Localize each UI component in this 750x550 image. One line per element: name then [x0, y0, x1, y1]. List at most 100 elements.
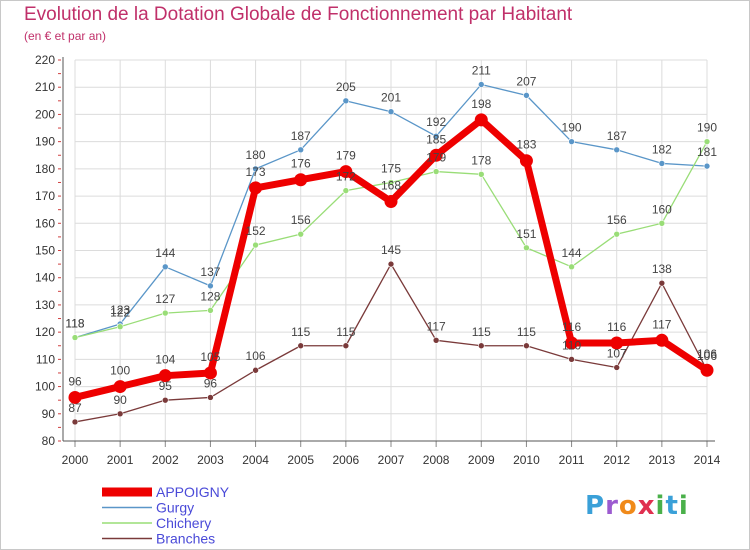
data-point-appoigny: [113, 380, 127, 394]
y-tick-label: 130: [35, 298, 55, 312]
data-label: 106: [246, 349, 266, 363]
x-tick-label: 2013: [649, 453, 676, 467]
data-label: 205: [336, 80, 356, 94]
data-point-appoigny: [610, 336, 624, 350]
data-label: 168: [381, 179, 401, 193]
legend-label-chichery: Chichery: [156, 515, 211, 531]
data-label: 185: [426, 132, 446, 146]
data-label: 105: [200, 350, 220, 364]
data-point-appoigny: [203, 366, 217, 380]
data-label: 127: [155, 292, 175, 306]
data-point-gurgy: [252, 165, 259, 173]
y-tick-label: 180: [35, 162, 55, 176]
data-label: 118: [65, 317, 84, 331]
data-label: 179: [336, 149, 356, 163]
y-tick-label: 210: [35, 80, 55, 94]
proxiti-logo: Proxiti: [585, 491, 689, 521]
data-point-appoigny: [294, 173, 308, 187]
data-point-chichery: [658, 219, 666, 227]
data-label: 90: [113, 393, 127, 407]
x-tick-label: 2010: [513, 453, 540, 467]
data-label: 128: [200, 289, 220, 303]
data-label: 156: [607, 213, 627, 227]
data-label: 156: [291, 213, 311, 227]
data-label: 173: [246, 165, 266, 179]
data-label: 115: [291, 325, 310, 339]
data-labels: 96 100 104 105 173 176 179 168 185 198 183 116 116 11…: [65, 63, 717, 414]
y-tick-label: 190: [35, 135, 55, 149]
data-label: 106: [697, 349, 717, 363]
data-label: 115: [336, 325, 355, 339]
y-tick-label: 80: [42, 434, 56, 448]
data-point-appoigny: [384, 195, 398, 209]
data-point-chichery: [432, 168, 440, 175]
data-label: 175: [381, 161, 401, 175]
data-label: 87: [68, 401, 82, 415]
data-point-gurgy: [297, 146, 305, 154]
data-label: 183: [516, 138, 536, 152]
data-label: 179: [426, 151, 446, 165]
data-label: 117: [652, 317, 671, 331]
data-label: 192: [426, 115, 446, 129]
series-layer: [68, 81, 714, 426]
x-tick-label: 2002: [152, 453, 179, 467]
chart-title: Evolution de la Dotation Globale de Fonc…: [24, 4, 573, 25]
y-tick-label: 100: [35, 380, 55, 394]
data-point-chichery: [71, 334, 79, 341]
data-point-gurgy: [207, 282, 214, 290]
data-label: 201: [381, 91, 401, 105]
y-tick-label: 120: [35, 325, 55, 339]
data-label: 211: [472, 63, 491, 77]
y-tick-label: 140: [35, 271, 55, 285]
x-tick-label: 2012: [603, 453, 630, 467]
axes: 2000 2001 2002 2003 2004 2005 2006 2007 2008 2009…: [35, 53, 721, 467]
data-point-gurgy: [568, 138, 575, 145]
x-tick-label: 2001: [107, 453, 134, 467]
data-point-branches: [387, 260, 395, 268]
data-point-gurgy: [477, 81, 485, 88]
x-tick-label: 2009: [468, 453, 495, 467]
data-point-chichery: [207, 307, 214, 314]
data-label: 181: [697, 145, 717, 159]
data-point-chichery: [116, 323, 124, 331]
data-label: 182: [652, 142, 672, 156]
x-tick-label: 2004: [242, 453, 269, 467]
chart-subtitle: (en € et par an): [24, 29, 107, 43]
legend-label-branches: Branches: [156, 531, 215, 547]
y-tick-label: 160: [35, 216, 55, 230]
y-tick-label: 150: [35, 244, 55, 258]
y-tick-label: 220: [35, 53, 55, 67]
data-point-gurgy: [387, 108, 395, 116]
data-label: 187: [291, 129, 311, 143]
data-point-gurgy: [342, 97, 350, 105]
data-point-chichery: [568, 263, 575, 271]
data-point-gurgy: [432, 132, 440, 140]
legend-label-appoigny: APPOIGNY: [156, 484, 230, 500]
data-label: 144: [155, 246, 175, 260]
data-point-branches: [116, 410, 124, 418]
data-point-chichery: [161, 309, 169, 317]
data-label: 180: [246, 148, 266, 162]
data-point-chichery: [477, 171, 485, 178]
data-point-branches: [658, 279, 666, 287]
data-point-branches: [297, 342, 305, 350]
data-point-branches: [207, 394, 214, 401]
data-label: 187: [607, 129, 627, 143]
data-point-branches: [523, 342, 530, 350]
data-label: 176: [291, 157, 311, 171]
data-label: 145: [381, 243, 401, 257]
data-point-branches: [161, 396, 169, 404]
data-point-chichery: [342, 187, 350, 194]
data-label: 104: [155, 353, 175, 367]
data-label: 137: [200, 265, 220, 279]
data-point-branches: [477, 342, 485, 350]
data-label: 190: [562, 121, 582, 135]
x-tick-label: 2000: [62, 453, 89, 467]
data-point-gurgy: [523, 92, 530, 99]
data-point-chichery: [297, 230, 305, 238]
data-label: 96: [204, 376, 218, 390]
data-point-gurgy: [658, 160, 666, 167]
